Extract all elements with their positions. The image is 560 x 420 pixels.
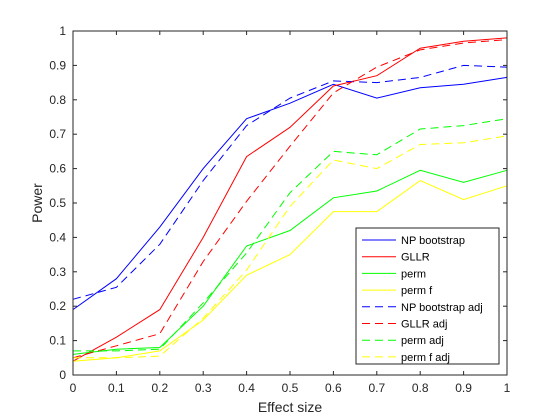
x-tick-label: 0.7 (368, 381, 385, 395)
x-tick-label: 0.8 (412, 381, 429, 395)
y-tick-label: 1 (59, 24, 66, 38)
series-line-4 (72, 64, 508, 300)
y-tick-label: 0.8 (49, 93, 66, 107)
legend-label: perm (401, 268, 426, 280)
x-tick-label: 0.5 (282, 381, 299, 395)
x-tick-label: 0.2 (151, 381, 168, 395)
x-tick-label: 0.3 (195, 381, 212, 395)
legend-label: GLLR adj (401, 319, 447, 331)
y-tick-label: 0.7 (49, 127, 66, 141)
x-tick-label: 0.4 (238, 381, 255, 395)
y-tick-label: 0.3 (49, 265, 66, 279)
legend-label: perm f adj (401, 352, 450, 364)
x-tick-label: 0.9 (455, 381, 472, 395)
x-axis-title: Effect size (258, 399, 323, 415)
y-tick-label: 0.4 (49, 230, 66, 244)
series-line-1 (72, 37, 508, 362)
y-axis-title: Power (29, 183, 45, 223)
series-layer (72, 37, 508, 362)
legend-label: perm adj (401, 335, 444, 347)
series-line-7 (73, 135, 508, 359)
legend-label: GLLR (401, 252, 430, 264)
axes-layer: 0 0.1 0.2 0.3 0.4 0.5 0.6 0.7 0.8 0.9 1 0 0.1 0.2 0.3 0… (49, 24, 510, 395)
x-tick-label: 0 (70, 381, 77, 395)
series-line-6 (73, 118, 508, 352)
series-line-5 (72, 39, 508, 359)
x-tick-label: 0.1 (108, 381, 125, 395)
series-line-3 (72, 180, 508, 362)
series-line-0 (72, 76, 508, 311)
legend-box (355, 227, 500, 365)
x-tick-label: 1 (504, 381, 511, 395)
y-tick-label: 0.2 (49, 299, 66, 313)
x-tick-label: 0.6 (325, 381, 342, 395)
y-tick-label: 0.6 (49, 162, 66, 176)
y-tick-label: 0.9 (49, 58, 66, 72)
legend-label: NP bootstrap (401, 235, 465, 247)
y-tick-label: 0 (59, 368, 66, 382)
series-line-2 (72, 169, 508, 355)
legend: NP bootstrap GLLR perm perm f NP bootstrap a… (355, 227, 500, 365)
y-tick-label: 0.5 (49, 196, 66, 210)
y-tick-label: 0.1 (49, 334, 66, 348)
legend-label: perm f (401, 285, 433, 297)
legend-label: NP bootstrap adj (401, 302, 483, 314)
